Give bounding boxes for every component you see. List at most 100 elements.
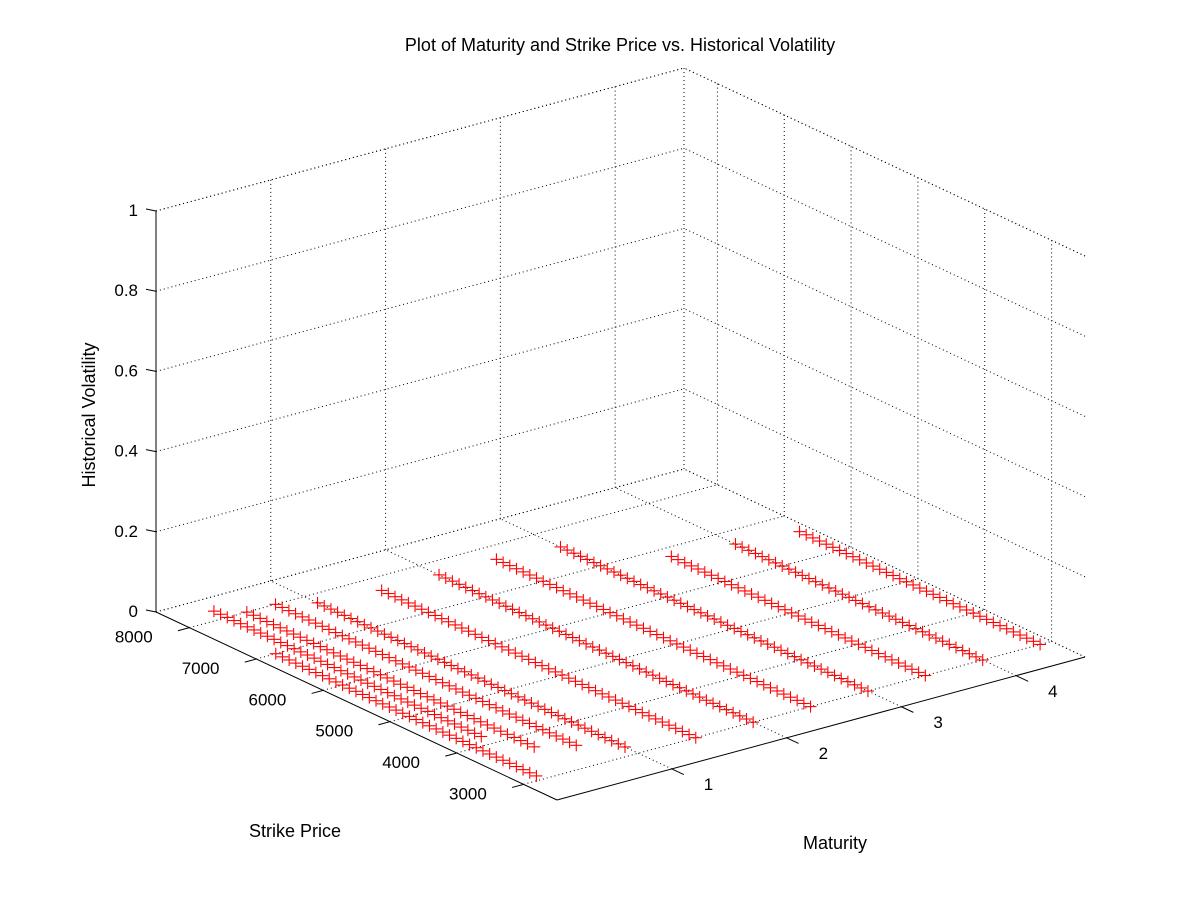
data-point — [594, 559, 607, 572]
z-tick — [145, 529, 157, 533]
data-point — [821, 666, 834, 679]
data-point — [389, 590, 402, 603]
x-tick — [786, 737, 799, 744]
data-point — [953, 600, 966, 613]
data-point — [385, 631, 398, 644]
data-point — [761, 638, 774, 651]
data-point — [475, 730, 488, 743]
data-point — [994, 619, 1007, 632]
box-edge — [155, 67, 685, 212]
data-point — [323, 672, 336, 685]
data-point — [403, 710, 416, 723]
data-point — [980, 613, 993, 626]
data-point — [438, 656, 451, 669]
data-point — [840, 547, 853, 560]
data-point — [375, 584, 388, 597]
data-point — [405, 640, 418, 653]
data-point — [499, 600, 512, 613]
data-point — [351, 615, 364, 628]
data-point — [605, 734, 618, 747]
data-point — [483, 747, 496, 760]
data-point — [873, 563, 886, 576]
data-point — [1020, 632, 1033, 645]
data-point — [714, 616, 727, 629]
data-point — [441, 700, 454, 713]
data-point — [465, 668, 478, 681]
data-point — [336, 679, 349, 692]
data-point — [621, 572, 634, 585]
data-point — [693, 691, 706, 704]
data-point — [642, 709, 655, 722]
data-point — [916, 625, 929, 638]
grid-line — [683, 308, 1086, 498]
data-point — [445, 659, 458, 672]
data-point — [478, 675, 491, 688]
data-point — [479, 590, 492, 603]
data-point — [720, 703, 733, 716]
data-point — [708, 613, 721, 626]
data-point — [923, 628, 936, 641]
data-point — [592, 728, 605, 741]
data-point — [552, 709, 565, 722]
data-point — [423, 719, 436, 732]
data-point — [530, 572, 543, 585]
data-point — [489, 637, 502, 650]
data-point — [586, 640, 599, 653]
data-point — [349, 635, 362, 648]
data-point — [690, 647, 703, 660]
data-point — [829, 585, 842, 598]
data-point — [348, 670, 361, 683]
data-point — [907, 578, 920, 591]
data-point — [920, 585, 933, 598]
data-point — [589, 684, 602, 697]
y-tick-label: 6000 — [249, 690, 287, 709]
data-point — [865, 644, 878, 657]
data-point — [561, 544, 574, 557]
data-point — [554, 540, 567, 553]
data-point — [649, 712, 662, 725]
data-point — [683, 728, 696, 741]
data-point — [518, 693, 531, 706]
data-point — [765, 597, 778, 610]
data-point — [528, 740, 541, 753]
data-point — [738, 584, 751, 597]
data-point — [446, 575, 459, 588]
data-point — [314, 655, 327, 668]
data-point — [987, 616, 1000, 629]
data-point — [856, 597, 869, 610]
data-point — [375, 683, 388, 696]
data-point — [435, 612, 448, 625]
data-point — [414, 687, 427, 700]
data-point — [887, 569, 900, 582]
data-point — [361, 677, 374, 690]
data-point — [448, 717, 461, 730]
data-point — [602, 690, 615, 703]
data-point — [496, 754, 509, 767]
data-point — [485, 678, 498, 691]
data-point — [536, 723, 549, 736]
tick-labels: 1 2 3 4 3000 4000 5000 6000 7000 8000 0 0.2 0.4 0.6 0.… — [114, 201, 1057, 803]
data-point — [334, 649, 347, 662]
data-point — [646, 669, 659, 682]
data-point — [456, 686, 469, 699]
data-point — [713, 700, 726, 713]
data-point — [415, 603, 428, 616]
data-point — [872, 647, 885, 660]
data-point — [808, 660, 821, 673]
data-point — [976, 653, 989, 666]
data-point — [585, 725, 598, 738]
data-point — [421, 690, 434, 703]
data-point — [896, 616, 909, 629]
data-point — [748, 631, 761, 644]
data-point — [261, 630, 274, 643]
data-point — [876, 606, 889, 619]
data-point — [556, 669, 569, 682]
data-point — [344, 612, 357, 625]
data-point — [506, 603, 519, 616]
data-point — [566, 631, 579, 644]
chart-title: Plot of Maturity and Strike Price vs. Hi… — [405, 35, 835, 55]
data-point — [461, 724, 474, 737]
data-point — [613, 653, 626, 666]
data-point — [644, 625, 657, 638]
data-point — [550, 729, 563, 742]
